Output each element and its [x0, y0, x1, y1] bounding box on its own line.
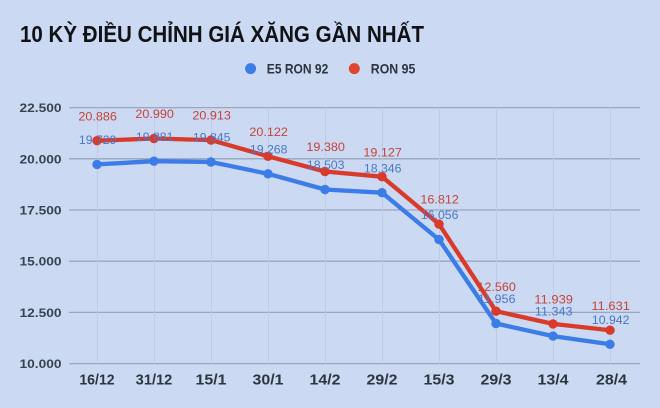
- svg-text:20.122: 20.122: [249, 125, 288, 139]
- svg-text:14/2: 14/2: [310, 373, 341, 389]
- svg-text:19.268: 19.268: [250, 142, 288, 156]
- svg-text:11.631: 11.631: [591, 299, 630, 313]
- svg-text:29/2: 29/2: [367, 373, 398, 389]
- svg-text:19.881: 19.881: [136, 130, 174, 144]
- svg-text:30/1: 30/1: [253, 373, 284, 389]
- svg-text:11.939: 11.939: [534, 293, 573, 307]
- svg-text:18.503: 18.503: [307, 158, 345, 172]
- svg-text:28/4: 28/4: [596, 373, 627, 389]
- svg-text:20.000: 20.000: [20, 152, 62, 166]
- svg-text:10.000: 10.000: [20, 357, 62, 371]
- svg-text:16/12: 16/12: [79, 373, 114, 389]
- svg-text:12.560: 12.560: [477, 280, 516, 294]
- svg-text:RON 95: RON 95: [371, 61, 416, 77]
- svg-text:17.500: 17.500: [20, 204, 62, 218]
- svg-text:16.056: 16.056: [421, 208, 459, 222]
- svg-text:16.812: 16.812: [420, 193, 459, 207]
- svg-text:13/4: 13/4: [538, 373, 569, 389]
- svg-text:20.886: 20.886: [78, 109, 117, 123]
- svg-text:22.500: 22.500: [20, 101, 62, 115]
- svg-text:15/1: 15/1: [196, 373, 227, 389]
- svg-text:31/12: 31/12: [136, 373, 173, 389]
- svg-text:11.956: 11.956: [478, 292, 516, 306]
- svg-text:19.845: 19.845: [193, 131, 231, 145]
- svg-text:18.346: 18.346: [364, 161, 402, 175]
- svg-text:20.990: 20.990: [135, 107, 174, 121]
- svg-text:19.127: 19.127: [363, 145, 402, 159]
- svg-text:19.729: 19.729: [79, 133, 117, 147]
- svg-text:29/3: 29/3: [481, 373, 512, 389]
- svg-text:20.913: 20.913: [192, 109, 231, 123]
- svg-text:10.942: 10.942: [592, 313, 630, 327]
- svg-text:15/3: 15/3: [424, 373, 455, 389]
- svg-text:19.380: 19.380: [306, 140, 345, 154]
- svg-text:15.000: 15.000: [20, 255, 62, 269]
- svg-text:11.343: 11.343: [535, 305, 573, 319]
- svg-text:12.500: 12.500: [20, 306, 62, 320]
- svg-text:10 KỲ ĐIỀU CHỈNH GIÁ XĂNG GẦN: 10 KỲ ĐIỀU CHỈNH GIÁ XĂNG GẦN NHẤT: [20, 19, 425, 47]
- svg-text:E5 RON 92: E5 RON 92: [267, 61, 329, 77]
